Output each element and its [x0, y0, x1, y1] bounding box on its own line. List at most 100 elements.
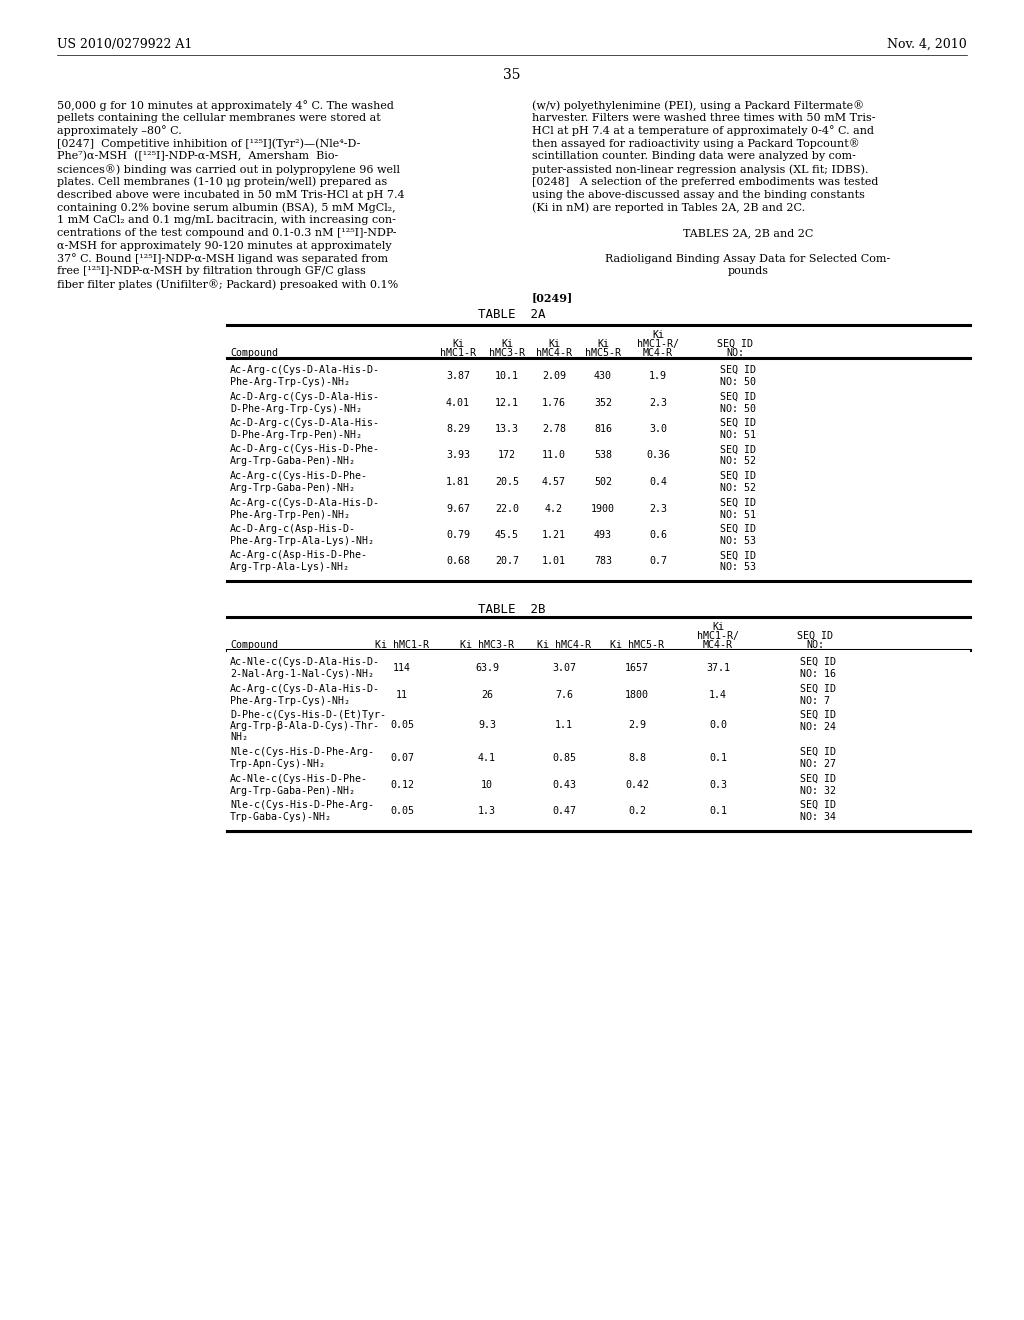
Text: Ki: Ki — [548, 339, 560, 348]
Text: sciences®) binding was carried out in polypropylene 96 well: sciences®) binding was carried out in po… — [57, 164, 400, 174]
Text: Ki hMC4-R: Ki hMC4-R — [537, 640, 591, 649]
Text: centrations of the test compound and 0.1-0.3 nM [¹²⁵I]-NDP-: centrations of the test compound and 0.1… — [57, 228, 396, 238]
Text: NO: 50: NO: 50 — [720, 404, 756, 413]
Text: 4.1: 4.1 — [478, 742, 496, 752]
Text: 4.1: 4.1 — [478, 752, 496, 763]
Text: 430: 430 — [594, 371, 612, 381]
Text: NH₂: NH₂ — [230, 730, 248, 741]
Text: Nle-c(Cys-His-D-Phe-Arg-: Nle-c(Cys-His-D-Phe-Arg- — [230, 789, 374, 800]
Text: SEQ ID: SEQ ID — [720, 445, 756, 454]
Text: TABLES 2A, 2B and 2C: TABLES 2A, 2B and 2C — [683, 228, 813, 238]
Text: 1657: 1657 — [625, 663, 649, 673]
Text: 3.07: 3.07 — [552, 663, 575, 673]
Text: 502: 502 — [594, 477, 612, 487]
Text: 0.6: 0.6 — [649, 531, 667, 540]
Text: (w/v) polyethylenimine (PEI), using a Packard Filtermate®: (w/v) polyethylenimine (PEI), using a Pa… — [532, 100, 864, 111]
Text: described above were incubated in 50 mM Tris-HCl at pH 7.4: described above were incubated in 50 mM … — [57, 190, 404, 199]
Text: Nle-c(Cys-His-D-Phe-Arg-: Nle-c(Cys-His-D-Phe-Arg- — [230, 800, 374, 810]
Text: Ac-Nle-c(Cys-D-Ala-His-D-: Ac-Nle-c(Cys-D-Ala-His-D- — [230, 657, 380, 667]
Text: 0.43: 0.43 — [552, 780, 575, 789]
Text: NO: 53: NO: 53 — [720, 562, 756, 573]
Text: 0.42: 0.42 — [625, 770, 649, 779]
Text: Ac-D-Arg-c(Cys-His-D-Phe-: Ac-D-Arg-c(Cys-His-D-Phe- — [230, 445, 380, 454]
Text: hMC3-R: hMC3-R — [489, 348, 525, 358]
Text: hMC5-R: hMC5-R — [585, 348, 621, 358]
Text: 2.9: 2.9 — [628, 718, 646, 729]
Text: 0.43: 0.43 — [552, 770, 575, 779]
Text: NO: 34: NO: 34 — [800, 801, 836, 812]
Text: 0.0: 0.0 — [709, 718, 727, 729]
Text: pellets containing the cellular membranes were stored at: pellets containing the cellular membrane… — [57, 112, 381, 123]
Text: Ki: Ki — [597, 339, 609, 348]
Text: Nle-c(Cys-His-D-Phe-Arg-: Nle-c(Cys-His-D-Phe-Arg- — [230, 737, 374, 747]
Text: NO:: NO: — [726, 348, 744, 358]
Text: 35: 35 — [503, 69, 521, 82]
Text: 0.47: 0.47 — [552, 807, 575, 816]
Text: D-Phe-c(Cys-His-D-(Et)Tyr-: D-Phe-c(Cys-His-D-(Et)Tyr- — [230, 710, 386, 719]
Text: Trp-Apn-Cys)-NH₂: Trp-Apn-Cys)-NH₂ — [230, 748, 326, 759]
Text: Phe-Arg-Trp-Cys)-NH₂: Phe-Arg-Trp-Cys)-NH₂ — [230, 378, 350, 387]
Text: SEQ ID: SEQ ID — [720, 550, 756, 561]
Text: NO: 16: NO: 16 — [800, 669, 836, 678]
Text: using the above-discussed assay and the binding constants: using the above-discussed assay and the … — [532, 190, 865, 199]
Text: Ki: Ki — [712, 622, 724, 632]
Text: hMC1-R: hMC1-R — [440, 348, 476, 358]
Text: NO: 16: NO: 16 — [800, 669, 836, 678]
Text: 0.3: 0.3 — [709, 770, 727, 779]
Text: 3.87: 3.87 — [446, 371, 470, 381]
Text: SEQ ID: SEQ ID — [800, 763, 836, 774]
Text: Arg-Trp-β-Ala-D-Cys)-Thr-: Arg-Trp-β-Ala-D-Cys)-Thr- — [230, 721, 380, 731]
Text: US 2010/0279922 A1: US 2010/0279922 A1 — [57, 38, 193, 51]
Text: hMC4-R: hMC4-R — [536, 348, 572, 358]
Text: Ki hMC1-R: Ki hMC1-R — [375, 640, 429, 649]
Text: 13.3: 13.3 — [495, 424, 519, 434]
Text: 0.12: 0.12 — [390, 770, 414, 779]
Text: SEQ ID: SEQ ID — [720, 498, 756, 507]
Text: TABLE  2A: TABLE 2A — [478, 308, 546, 321]
Text: Ac-D-Arg-c(Cys-D-Ala-His-: Ac-D-Arg-c(Cys-D-Ala-His- — [230, 418, 380, 428]
Text: SEQ ID: SEQ ID — [720, 392, 756, 401]
Text: 352: 352 — [594, 397, 612, 408]
Text: 1.9: 1.9 — [649, 371, 667, 381]
Text: SEQ ID: SEQ ID — [800, 657, 836, 667]
Text: 9.67: 9.67 — [446, 503, 470, 513]
Text: SEQ ID: SEQ ID — [800, 710, 836, 719]
Text: Nle-c(Cys-His-D-Phe-Arg-: Nle-c(Cys-His-D-Phe-Arg- — [230, 747, 374, 756]
Text: 4.01: 4.01 — [446, 397, 470, 408]
Text: 0.79: 0.79 — [446, 531, 470, 540]
Text: NO: 27: NO: 27 — [800, 759, 836, 770]
Text: 12.1: 12.1 — [495, 397, 519, 408]
Text: Arg-Trp-Gaba-Pen)-NH₂: Arg-Trp-Gaba-Pen)-NH₂ — [230, 483, 356, 492]
Text: 0.05: 0.05 — [390, 796, 414, 805]
Text: Phe⁷)α-MSH  ([¹²⁵I]-NDP-α-MSH,  Amersham  Bio-: Phe⁷)α-MSH ([¹²⁵I]-NDP-α-MSH, Amersham B… — [57, 152, 338, 161]
Text: 0.1: 0.1 — [709, 752, 727, 763]
Text: NO: 7: NO: 7 — [800, 696, 830, 705]
Text: 0.2: 0.2 — [628, 807, 646, 816]
Text: 37° C. Bound [¹²⁵I]-NDP-α-MSH ligand was separated from: 37° C. Bound [¹²⁵I]-NDP-α-MSH ligand was… — [57, 253, 388, 264]
Text: 45.5: 45.5 — [495, 531, 519, 540]
Text: Phe-Arg-Trp-Ala-Lys)-NH₂: Phe-Arg-Trp-Ala-Lys)-NH₂ — [230, 536, 374, 546]
Text: then assayed for radioactivity using a Packard Topcount®: then assayed for radioactivity using a P… — [532, 139, 860, 149]
Text: 0.47: 0.47 — [552, 796, 575, 805]
Text: Ac-Arg-c(Cys-D-Ala-His-D-: Ac-Arg-c(Cys-D-Ala-His-D- — [230, 498, 380, 507]
Text: Ac-Arg-c(Cys-D-Ala-His-D-: Ac-Arg-c(Cys-D-Ala-His-D- — [230, 366, 380, 375]
Text: 0.0: 0.0 — [709, 719, 727, 730]
Text: 0.07: 0.07 — [390, 742, 414, 752]
Text: 114: 114 — [393, 663, 411, 673]
Text: 20.7: 20.7 — [495, 557, 519, 566]
Text: 1.01: 1.01 — [542, 557, 566, 566]
Text: Ac-Arg-c(Cys-D-Ala-His-D-: Ac-Arg-c(Cys-D-Ala-His-D- — [230, 684, 380, 693]
Text: 0.1: 0.1 — [709, 807, 727, 816]
Text: 37.1: 37.1 — [706, 663, 730, 673]
Text: 8.29: 8.29 — [446, 424, 470, 434]
Text: hMC1-R/: hMC1-R/ — [697, 631, 739, 642]
Text: Arg-Trp-Gaba-Pen)-NH₂: Arg-Trp-Gaba-Pen)-NH₂ — [230, 775, 356, 785]
Text: Arg-Trp-Gaba-Pen)-NH₂: Arg-Trp-Gaba-Pen)-NH₂ — [230, 457, 356, 466]
Text: puter-assisted non-linear regression analysis (XL fit; IDBS).: puter-assisted non-linear regression ana… — [532, 164, 868, 174]
Text: 26: 26 — [481, 689, 493, 700]
Text: Nov. 4, 2010: Nov. 4, 2010 — [887, 38, 967, 51]
Text: α-MSH for approximately 90-120 minutes at approximately: α-MSH for approximately 90-120 minutes a… — [57, 240, 391, 251]
Text: TABLE  2B: TABLE 2B — [478, 603, 546, 616]
Text: scintillation counter. Binding data were analyzed by com-: scintillation counter. Binding data were… — [532, 152, 856, 161]
Text: 0.36: 0.36 — [646, 450, 670, 461]
